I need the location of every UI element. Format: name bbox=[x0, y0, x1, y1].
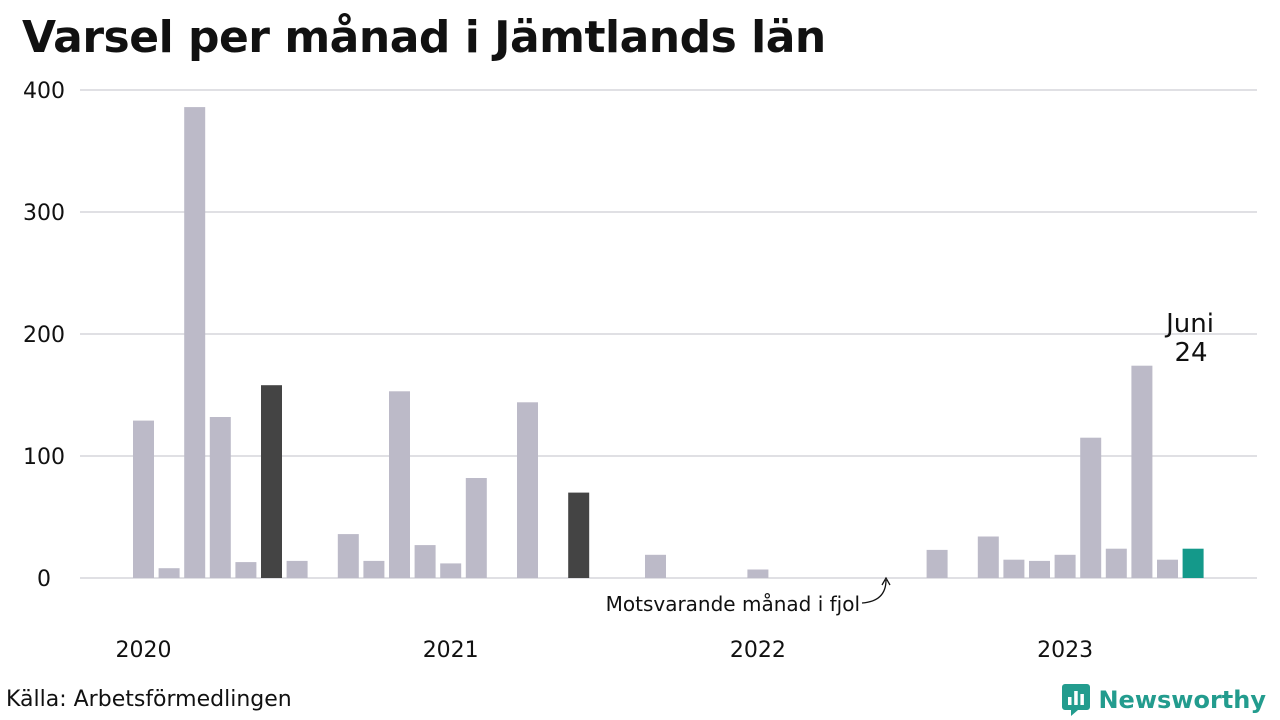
newsworthy-logo-icon bbox=[1062, 684, 1091, 716]
source-note: Källa: Arbetsförmedlingen bbox=[6, 687, 292, 712]
bar bbox=[363, 560, 385, 578]
x-year-label: 2020 bbox=[116, 638, 172, 663]
y-tick-label: 200 bbox=[23, 323, 65, 348]
reference-annotation-label: Motsvarande månad i fjol bbox=[606, 592, 860, 616]
highlight-value-label: 24 bbox=[1174, 338, 1207, 368]
bar bbox=[235, 562, 257, 578]
reference-annotation-arrow bbox=[861, 579, 887, 604]
bar bbox=[337, 534, 359, 578]
bar bbox=[389, 391, 410, 578]
highlight-annotation: Juni 24 bbox=[1164, 309, 1214, 368]
reference-annotation-arrowhead bbox=[881, 576, 891, 586]
y-tick-label: 0 bbox=[37, 567, 51, 592]
y-tick-label: 400 bbox=[23, 79, 65, 104]
bar bbox=[977, 536, 999, 578]
y-tick-label: 100 bbox=[23, 445, 65, 470]
x-year-label: 2023 bbox=[1037, 638, 1093, 663]
bar bbox=[1105, 548, 1127, 578]
reference-annotation: Motsvarande månad i fjol bbox=[606, 576, 891, 616]
bar bbox=[1157, 559, 1178, 578]
brand: Newsworthy bbox=[1062, 683, 1266, 717]
bar bbox=[133, 420, 154, 578]
bar bbox=[1054, 554, 1076, 578]
brand-name: Newsworthy bbox=[1098, 686, 1266, 714]
bar bbox=[517, 402, 538, 578]
x-axis-year-labels: 2020 2021 2022 2023 bbox=[116, 638, 1094, 663]
bar-current bbox=[1182, 548, 1204, 578]
bar bbox=[1003, 559, 1025, 578]
bar bbox=[158, 568, 180, 578]
bar bbox=[645, 554, 666, 578]
bar bbox=[414, 545, 436, 578]
y-tick-label: 300 bbox=[23, 201, 65, 226]
x-year-label: 2021 bbox=[423, 638, 479, 663]
bar bbox=[440, 563, 462, 578]
x-year-label: 2022 bbox=[730, 638, 786, 663]
bar bbox=[926, 549, 948, 578]
bar-reference bbox=[261, 385, 282, 578]
bar bbox=[1080, 437, 1102, 578]
bar bbox=[465, 478, 487, 578]
bar bbox=[209, 417, 231, 578]
chart-title: Varsel per månad i Jämtlands län bbox=[22, 12, 826, 63]
bar bbox=[286, 560, 308, 578]
bar-reference bbox=[568, 492, 590, 578]
bars bbox=[133, 107, 1204, 578]
bar bbox=[184, 107, 206, 578]
bar bbox=[747, 569, 769, 578]
highlight-month-label: Juni bbox=[1164, 309, 1214, 339]
y-axis-tick-labels: 0 100 200 300 400 bbox=[23, 79, 65, 592]
bar bbox=[1131, 365, 1153, 578]
bar bbox=[1029, 560, 1050, 578]
